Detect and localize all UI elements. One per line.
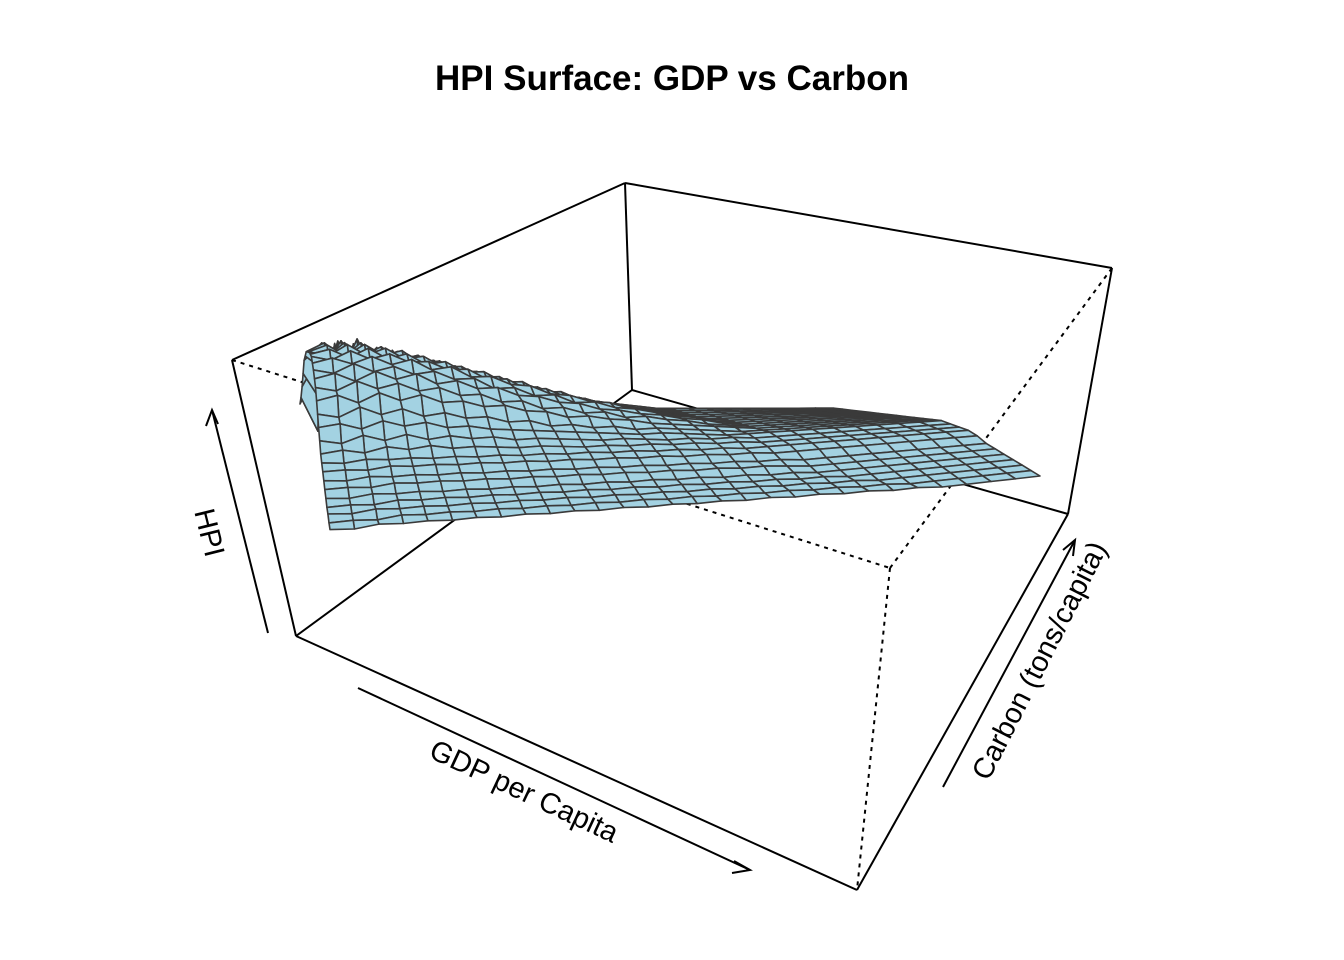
y-axis-arrow xyxy=(942,539,1076,788)
surface-facet xyxy=(515,491,545,502)
box-edge-front-left xyxy=(231,359,297,637)
surface-facet xyxy=(497,507,527,518)
x-axis-label: GDP per Capita xyxy=(425,734,624,850)
surface-facet xyxy=(326,504,353,515)
surface-facet xyxy=(555,473,584,486)
surface-facet xyxy=(437,471,465,482)
surface-facet xyxy=(451,445,479,458)
chart-title: HPI Surface: GDP vs Carbon xyxy=(435,59,909,98)
x-axis-arrow xyxy=(357,687,751,871)
surface-facet xyxy=(412,463,439,476)
y-axis-label: Carbon (tons/capita) xyxy=(966,537,1114,786)
box-edge-top-left xyxy=(231,182,626,361)
surface-facet xyxy=(328,519,356,531)
box-edge-front-right xyxy=(1067,267,1113,515)
surface-facet xyxy=(352,518,380,530)
z-axis-arrowhead xyxy=(205,407,219,427)
surface-facet xyxy=(502,460,531,472)
y-axis-arrowhead xyxy=(1062,537,1077,557)
z-axis-label: HPI xyxy=(187,505,230,560)
surface-facet xyxy=(391,473,419,484)
surface-facet xyxy=(457,461,485,474)
surface-facet xyxy=(562,488,593,499)
box-visible-edges xyxy=(231,182,1113,891)
surface-facet xyxy=(441,488,470,499)
surface-facet xyxy=(508,475,538,488)
surface-facet xyxy=(476,454,505,464)
surface-facet xyxy=(594,501,625,512)
surface-facet xyxy=(323,486,351,500)
surface-facet xyxy=(449,510,478,522)
surface-facet xyxy=(398,505,427,516)
surface-facet xyxy=(496,446,524,457)
surface-facet xyxy=(416,480,444,493)
surface-facet xyxy=(432,455,460,466)
box-edge-top-right xyxy=(624,182,1113,269)
surface-facet xyxy=(468,494,497,505)
surface-facet xyxy=(400,513,429,525)
surface-facet xyxy=(488,485,518,496)
surface-facet xyxy=(482,470,511,480)
surface-facet xyxy=(528,468,557,478)
z-axis-arrow xyxy=(211,409,269,634)
surface-facet xyxy=(420,496,449,508)
surface-facet xyxy=(395,490,423,501)
surface-facet xyxy=(462,477,491,491)
surface-facet xyxy=(321,469,348,482)
surface-facet xyxy=(446,502,476,513)
axis-arrows xyxy=(205,407,1077,874)
surface-facet xyxy=(471,436,498,448)
surface-facet xyxy=(535,483,565,494)
x-axis-arrowhead xyxy=(731,860,753,874)
surface-facet xyxy=(387,457,414,468)
box-edge-inner-vertical xyxy=(624,182,633,391)
box-edge-front-bottom xyxy=(295,635,858,891)
box-edge-right-bottom xyxy=(856,513,1069,891)
surface-mesh xyxy=(299,338,1041,531)
surface-facet xyxy=(545,504,576,515)
